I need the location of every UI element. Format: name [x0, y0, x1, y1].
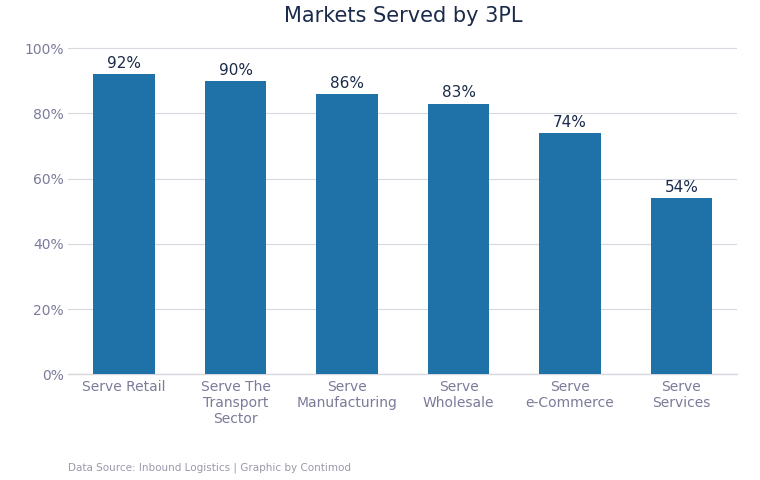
- Bar: [428, 104, 489, 374]
- Bar: [93, 74, 155, 374]
- Text: 90%: 90%: [219, 62, 252, 78]
- Text: 86%: 86%: [330, 75, 364, 91]
- Title: Markets Served by 3PL: Markets Served by 3PL: [283, 6, 522, 26]
- Bar: [540, 133, 600, 374]
- Text: 92%: 92%: [107, 56, 141, 71]
- Text: Data Source: Inbound Logistics | Graphic by Contimod: Data Source: Inbound Logistics | Graphic…: [68, 462, 351, 473]
- Text: 54%: 54%: [664, 180, 698, 195]
- Text: 74%: 74%: [553, 115, 587, 130]
- Bar: [205, 81, 266, 374]
- Bar: [651, 198, 712, 374]
- Text: 83%: 83%: [442, 85, 476, 100]
- Bar: [316, 94, 378, 374]
